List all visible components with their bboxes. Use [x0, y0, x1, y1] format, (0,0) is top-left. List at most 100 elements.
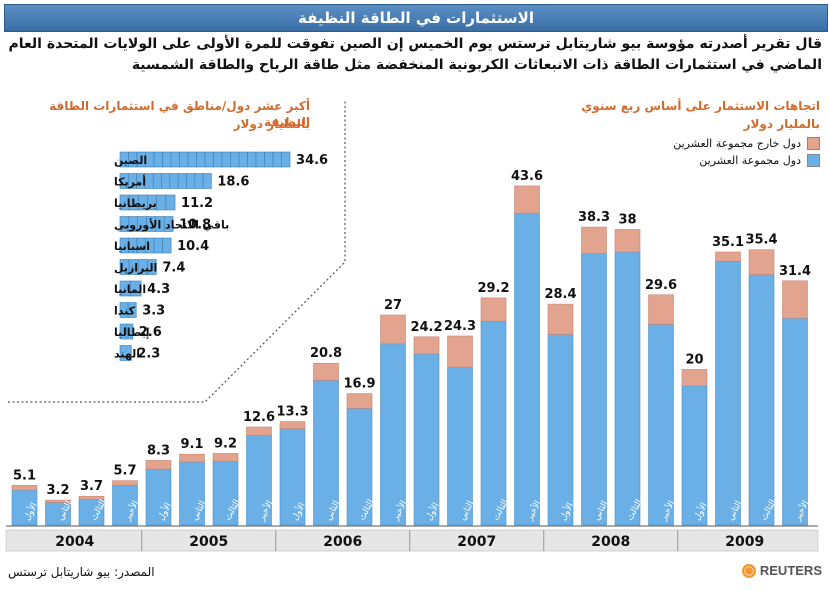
legend-label-non-g20: دول خارج مجموعة العشرين	[673, 137, 801, 150]
legend-swatch-g20	[807, 154, 820, 167]
intro-text: قال تقرير أصدرته مؤوسة بيو شاريتابل ترست…	[8, 36, 823, 73]
bar-total-label: 38.3	[578, 210, 610, 225]
top10-value-label: 18.6	[217, 175, 249, 190]
bar-g20	[581, 253, 607, 526]
bar-total-label: 5.7	[113, 464, 136, 479]
bar-non-g20	[380, 314, 406, 345]
bar-g20	[748, 274, 775, 526]
top10-category-label: الهند	[114, 348, 140, 361]
bar-total-label: 9.1	[180, 437, 203, 452]
legend-item-g20: دول مجموعة العشرين	[600, 152, 820, 169]
chart-title-bar: الاستثمارات في الطاقة النظيفة	[4, 4, 828, 32]
top10-bar-segment	[162, 237, 172, 254]
top10-bar-segment	[204, 151, 214, 168]
legend-label-g20: دول مجموعة العشرين	[699, 154, 801, 167]
bar-g20	[145, 468, 172, 526]
top10-value-label: 10.4	[177, 239, 209, 254]
top10-category-label: أمريكا	[114, 175, 146, 189]
top10-bar-segment	[238, 151, 248, 168]
bar-g20	[480, 320, 507, 526]
top10-bar-segment	[255, 151, 265, 168]
top10-bar-segment	[179, 151, 189, 168]
top10-bar-segment	[130, 280, 142, 297]
reuters-logo-text: REUTERS	[759, 563, 822, 578]
bar-total-label: 38	[618, 212, 636, 227]
top10-category-label: الصين	[114, 154, 147, 167]
legend-item-non-g20: دول خارج مجموعة العشرين	[600, 135, 820, 152]
bar-non-g20	[514, 185, 540, 214]
bar-non-g20	[346, 393, 373, 409]
top10-value-label: 2.6	[139, 325, 162, 340]
bar-non-g20	[112, 480, 138, 486]
bar-total-label: 12.6	[243, 410, 275, 425]
bar-total-label: 29.6	[645, 278, 677, 293]
top10-category-label: إيطاليا	[114, 326, 150, 339]
bar-non-g20	[547, 303, 574, 335]
bar-g20	[614, 251, 641, 526]
bar-non-g20	[413, 336, 440, 355]
top10-bar-segment	[153, 151, 163, 168]
bar-total-label: 20	[685, 352, 703, 367]
year-label: 2005	[189, 534, 228, 550]
top10-bar-segment	[196, 151, 206, 168]
top10-title: أكبر عشر دول/مناطق في استثمارات الطاقة ا…	[49, 99, 310, 129]
bar-g20	[11, 489, 38, 526]
reuters-logo-icon	[741, 563, 756, 578]
bar-g20	[78, 499, 105, 526]
bar-total-label: 35.1	[712, 235, 744, 250]
bar-non-g20	[648, 294, 674, 325]
top10-bar-segment	[162, 151, 172, 168]
top10-bar-segment	[247, 151, 257, 168]
bar-non-g20	[681, 369, 708, 387]
bar-non-g20	[614, 229, 641, 253]
bar-non-g20	[212, 453, 239, 462]
bar-total-label: 29.2	[477, 281, 509, 296]
bar-g20	[279, 428, 306, 526]
bar-total-label: 13.3	[276, 405, 308, 420]
bar-g20	[246, 435, 272, 526]
top10-bar-segment	[161, 173, 171, 189]
bar-non-g20	[480, 297, 507, 322]
trend-subtitle: بالمليار دولار	[743, 117, 820, 131]
top10-category-label: اسبانيا	[114, 240, 150, 253]
bar-g20	[648, 324, 674, 526]
bar-g20	[547, 334, 574, 526]
top10-bar-segment	[146, 259, 157, 275]
top10-category-label: باقي الاتحاد الأوروبي	[114, 218, 229, 232]
bar-g20	[313, 380, 339, 526]
bar-g20	[380, 343, 406, 526]
bar-g20	[112, 485, 138, 526]
top10-category-label: بريطانيا	[114, 197, 157, 210]
top10-bar-segment	[186, 173, 196, 189]
year-label: 2009	[725, 534, 764, 550]
bar-non-g20	[715, 251, 741, 262]
top10-bar-segment	[153, 237, 163, 254]
top10-bar-segment	[169, 173, 179, 189]
bar-non-g20	[145, 460, 172, 470]
year-label: 2007	[457, 534, 496, 550]
top10-value-label: 34.6	[296, 153, 328, 168]
top10-category-label: كندا	[114, 305, 136, 318]
bar-total-label: 27	[384, 298, 402, 313]
bar-total-label: 24.2	[410, 320, 442, 335]
top10-bar-segment	[126, 323, 134, 340]
year-label: 2004	[55, 534, 94, 550]
top10-bar-segment	[127, 302, 137, 318]
top10-bar-segment	[230, 151, 240, 168]
bar-non-g20	[279, 421, 306, 429]
top10-bar-segment	[187, 151, 197, 168]
bar-g20	[212, 460, 239, 526]
bar-non-g20	[78, 495, 105, 500]
bar-non-g20	[11, 485, 38, 491]
bar-total-label: 3.2	[46, 483, 69, 498]
bar-non-g20	[45, 499, 71, 503]
bar-g20	[514, 212, 540, 526]
top10-bar-segment	[202, 173, 212, 189]
top10-category-label: المانيا	[114, 283, 146, 296]
bar-g20	[715, 261, 741, 526]
bar-g20	[413, 353, 440, 526]
bar-total-label: 3.7	[80, 479, 103, 494]
top10-value-label: 11.2	[181, 196, 213, 211]
bar-total-label: 24.3	[444, 319, 476, 334]
bar-non-g20	[313, 362, 339, 381]
